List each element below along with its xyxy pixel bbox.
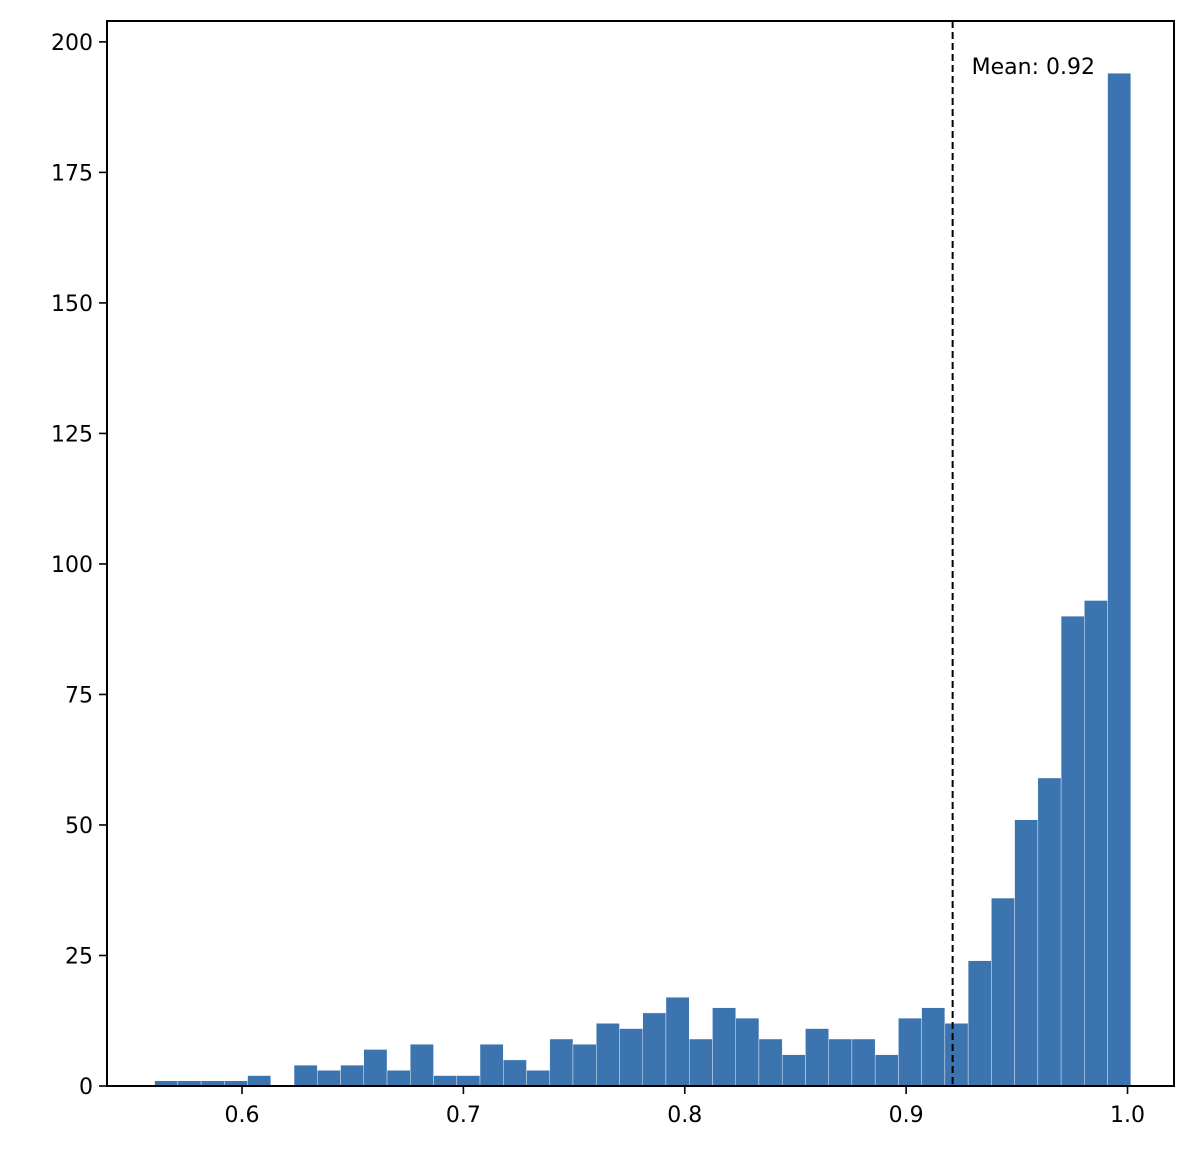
histogram-bar [1107,73,1132,1087]
histogram-bar [340,1064,364,1087]
histogram-bar [874,1054,899,1087]
histogram-bar [642,1012,667,1087]
x-tick-label: 0.6 [225,1103,260,1128]
y-tick-label: 0 [79,1075,93,1100]
x-tick-label: 1.0 [1110,1103,1145,1128]
x-tick-label: 0.7 [446,1103,481,1128]
histogram-bar [503,1059,527,1087]
x-tick-label: 0.9 [889,1103,924,1128]
histogram-bar [851,1038,876,1087]
histogram-bar [967,960,992,1087]
histogram-bar [386,1070,411,1087]
histogram-bars [154,73,1132,1087]
histogram-bar [921,1007,946,1087]
histogram-bar [456,1075,481,1087]
y-tick-label: 25 [65,944,93,969]
axes-frame [106,20,1175,1087]
histogram-bar [410,1044,434,1087]
histogram-bar [293,1064,318,1087]
y-tick-label: 175 [51,161,93,186]
histogram-bar [433,1075,457,1087]
histogram-bar [572,1044,597,1087]
histogram-bar [363,1049,388,1087]
histogram-bar [247,1075,272,1087]
x-axis: 0.6 0.7 0.8 0.9 1.0 [225,1086,1145,1128]
y-tick-label: 150 [51,292,93,317]
histogram-bar [596,1023,620,1087]
histogram-bar [689,1038,713,1087]
histogram-bar [619,1028,643,1087]
histogram-bar [944,1023,969,1087]
histogram-bar [317,1070,341,1087]
y-tick-label: 75 [65,683,93,708]
histogram-bar [526,1070,550,1087]
histogram-bar [805,1028,829,1087]
histogram-bar [828,1038,853,1087]
histogram-bar [665,997,690,1087]
histogram-bar [758,1038,783,1087]
y-axis: 0 25 50 75 100 125 150 175 200 [51,31,107,1100]
histogram-bar [1060,615,1085,1087]
histogram-bar [712,1007,736,1087]
y-tick-label: 200 [51,31,93,56]
mean-annotation: Mean: 0.92 [972,55,1095,80]
histogram-bar [781,1054,806,1087]
histogram-bar [898,1017,922,1087]
histogram-bar [1037,777,1062,1087]
histogram-bar [549,1038,574,1087]
histogram-bar [479,1044,504,1087]
y-tick-label: 100 [51,553,93,578]
histogram-bar [735,1017,760,1087]
histogram-bar [1014,819,1039,1087]
histogram-bar [1084,600,1108,1087]
y-tick-label: 50 [65,814,93,839]
x-tick-label: 0.8 [667,1103,702,1128]
histogram-bar [991,897,1015,1087]
y-tick-label: 125 [51,422,93,447]
